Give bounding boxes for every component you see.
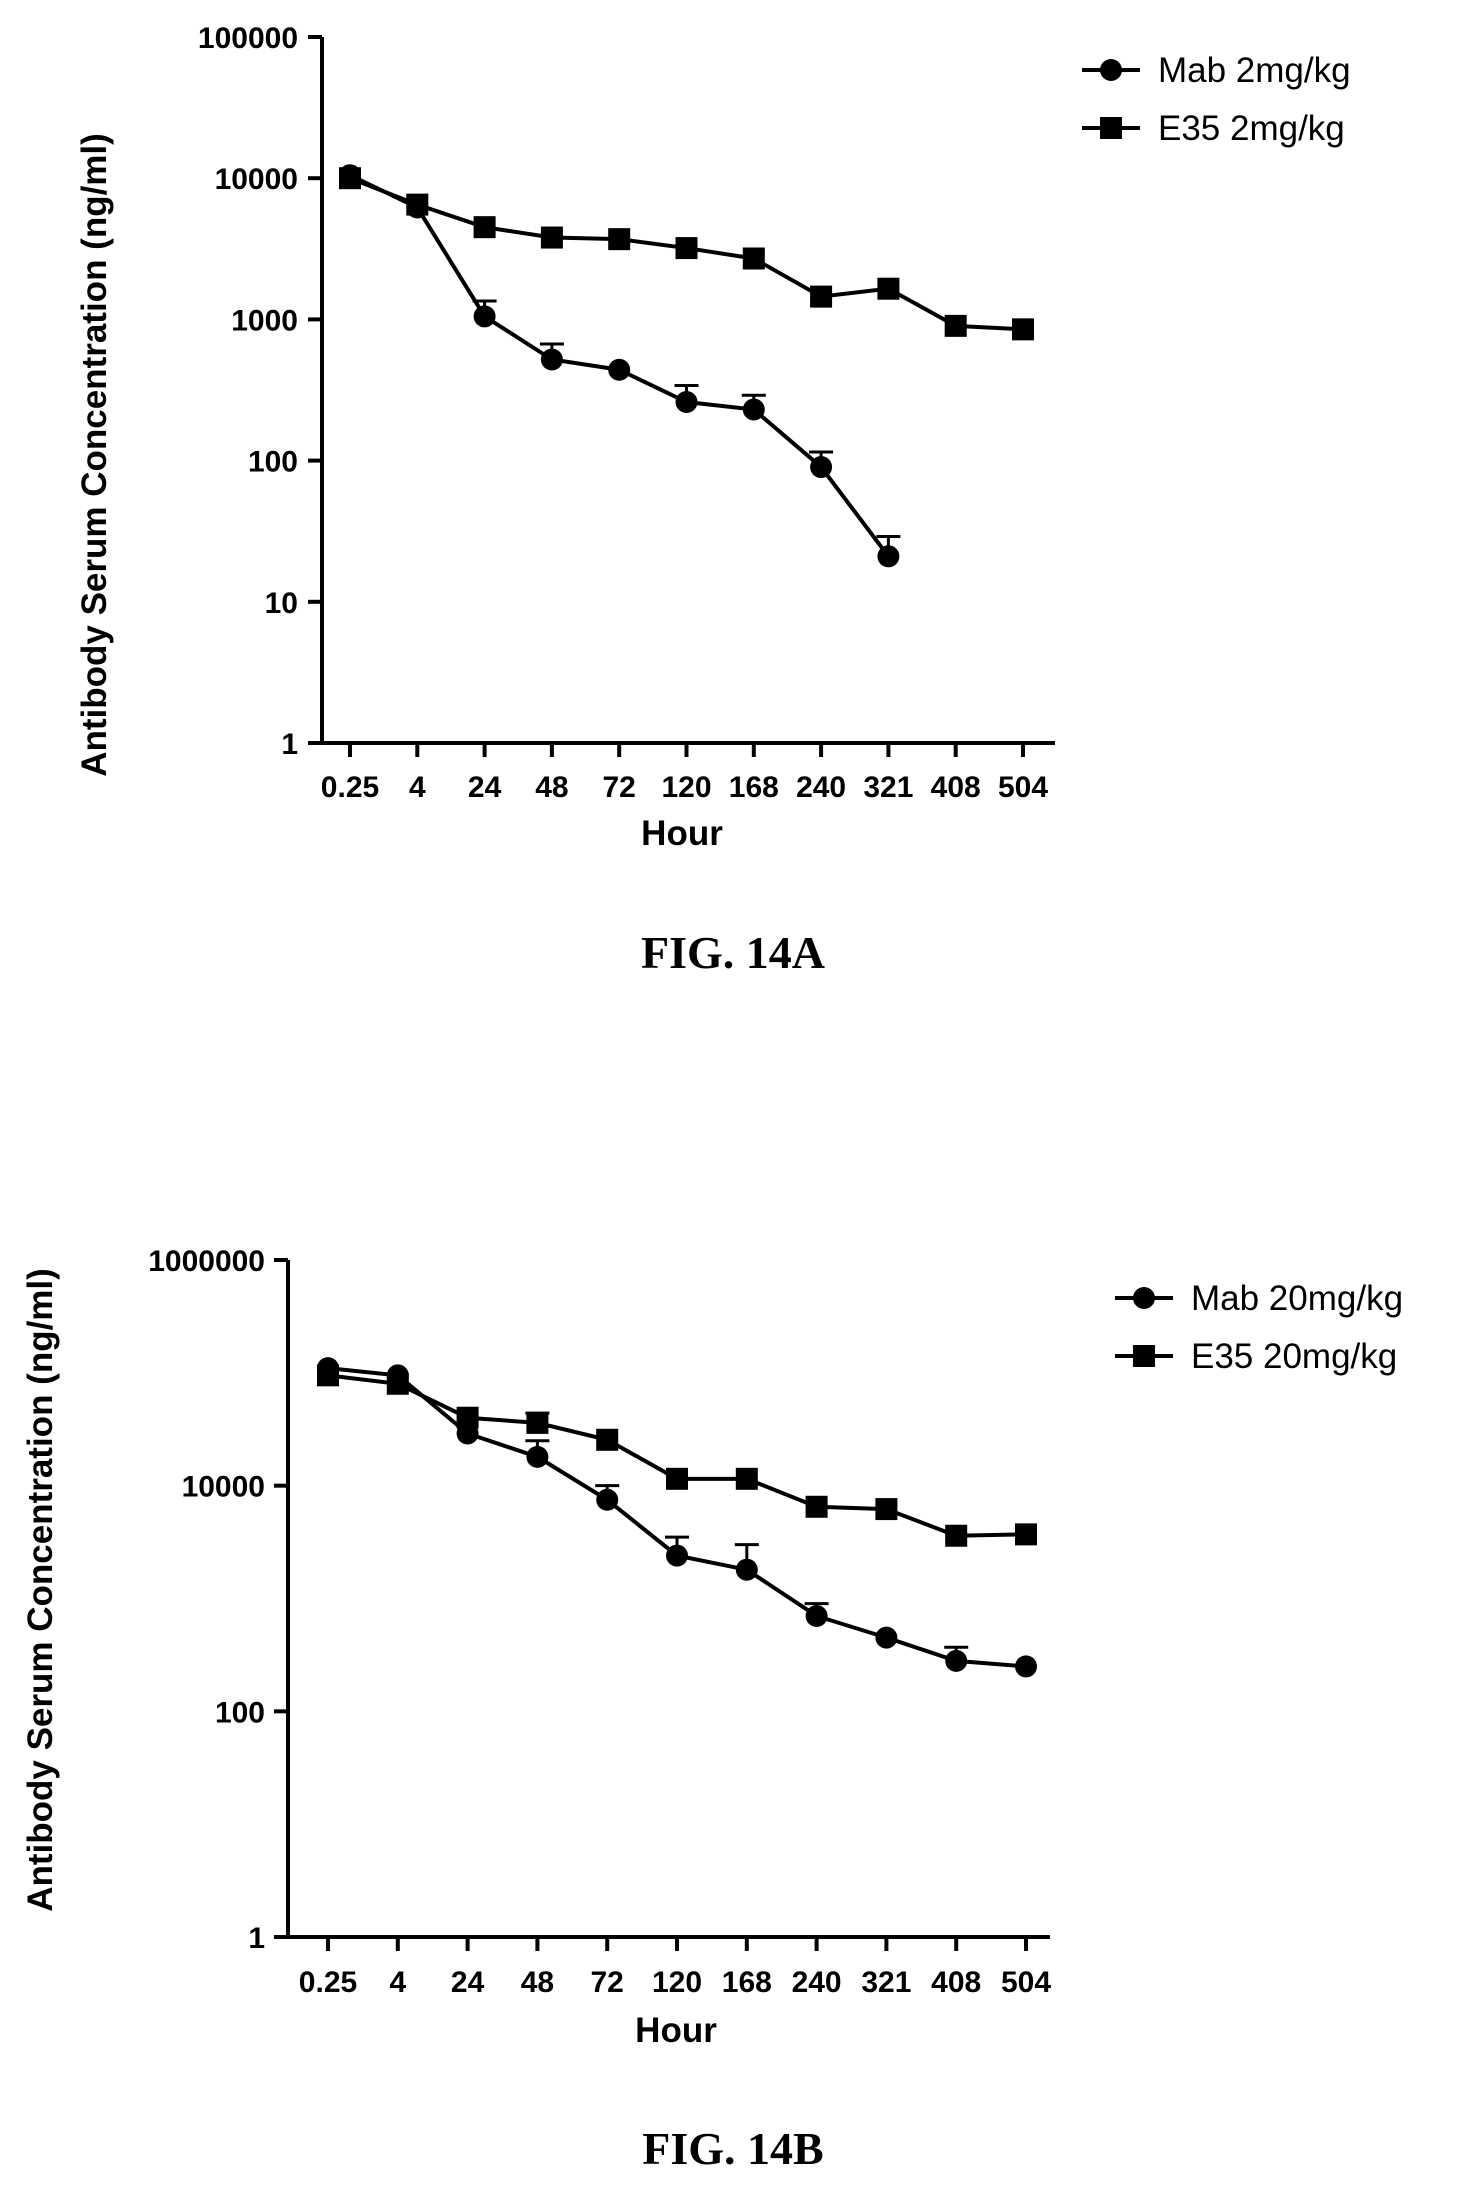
chart-14a-series-1-point bbox=[742, 398, 765, 421]
chart-14b-plot: 1 100 10000 1000000 0.25 4 24 48 72 120 168 240 321 4… bbox=[148, 1245, 1051, 1999]
chart-14b-x-tick-label: 321 bbox=[861, 1966, 911, 1999]
chart-14a-x-tick-label: 168 bbox=[729, 771, 779, 804]
chart-14a-series-1-point bbox=[675, 391, 698, 414]
chart-14b-series-2-point bbox=[805, 1495, 828, 1518]
chart-14a-y-tick-label: 10000 bbox=[215, 163, 298, 196]
chart-14a-series-1-point bbox=[810, 456, 833, 479]
chart-14a-y-tick-label: 1000 bbox=[231, 304, 298, 337]
chart-14b-series-1-point bbox=[1015, 1655, 1037, 1678]
chart-14a-series-2-point bbox=[1012, 318, 1034, 341]
chart-14b-legend-marker bbox=[1133, 1287, 1155, 1309]
chart-14b-series-2-point bbox=[875, 1498, 898, 1521]
chart-14a-caption: FIG. 14A bbox=[641, 927, 825, 978]
chart-14b-series-1-point bbox=[875, 1626, 898, 1649]
chart-14b-x-tick-label: 72 bbox=[591, 1966, 624, 1999]
chart-14b-series-2-point bbox=[1015, 1523, 1037, 1546]
chart-14a-y-tick-label: 100000 bbox=[198, 22, 298, 55]
chart-14b-legend-label: E35 20mg/kg bbox=[1191, 1337, 1397, 1376]
chart-14b-y-tick-label: 10000 bbox=[182, 1471, 265, 1504]
chart-14a-x-tick-label: 120 bbox=[661, 771, 711, 804]
chart-14b-series-2-point bbox=[386, 1372, 409, 1395]
chart-14b-series-1-point bbox=[805, 1604, 828, 1627]
chart-14b-series-2-point bbox=[945, 1524, 968, 1547]
chart-14b-legend-label: Mab 20mg/kg bbox=[1191, 1279, 1403, 1318]
chart-14a-x-tick-label: 504 bbox=[998, 771, 1048, 804]
chart-14a-series-2-point bbox=[810, 285, 833, 308]
chart-14b-x-tick-label: 408 bbox=[931, 1966, 981, 1999]
chart-14b-x-tick-label: 0.25 bbox=[299, 1966, 357, 1999]
chart-14a-legend-label: E35 2mg/kg bbox=[1158, 109, 1345, 148]
chart-14b-series-2-point bbox=[526, 1411, 549, 1434]
chart-14a-series-2-point bbox=[473, 216, 496, 239]
chart-14a-series-1-point bbox=[540, 348, 563, 371]
chart-14b-caption: FIG. 14B bbox=[642, 2123, 823, 2174]
chart-14a-y-tick-label: 1 bbox=[281, 728, 298, 761]
chart-14a-series-2-point bbox=[406, 193, 429, 216]
chart-14a-x-tick-label: 48 bbox=[535, 771, 568, 804]
chart-14b-series-1-point bbox=[945, 1649, 968, 1672]
chart-14b-y-tick-label: 1000000 bbox=[148, 1245, 265, 1278]
chart-14b-series-2-point bbox=[596, 1428, 619, 1451]
chart-14a-x-axis-title: Hour bbox=[641, 814, 723, 853]
chart-14b-y-tick-label: 1 bbox=[248, 1922, 265, 1955]
chart-14a-plot: 1 10 100 1000 10000 100000 0.25 4 24 48 72 120 168 24… bbox=[198, 22, 1055, 804]
chart-14b-x-axis-title: Hour bbox=[635, 2011, 717, 2050]
chart-14b-series-1-point bbox=[526, 1445, 549, 1468]
chart-14a-series-2-point bbox=[339, 167, 361, 190]
chart-14a-legend-marker bbox=[1100, 59, 1122, 81]
chart-14b-series-1-point bbox=[735, 1558, 758, 1581]
chart-14a-series-2-point bbox=[540, 226, 563, 249]
chart-14b-series-2-point bbox=[735, 1467, 758, 1490]
chart-14a-y-axis-title: Antibody Serum Concentration (ng/ml) bbox=[75, 133, 114, 777]
chart-14b-legend: Mab 20mg/kg E35 20mg/kg bbox=[1115, 1279, 1403, 1376]
chart-14b-series-2-point bbox=[456, 1406, 479, 1429]
chart-14a-legend: Mab 2mg/kg E35 2mg/kg bbox=[1082, 51, 1351, 148]
chart-14a-legend-label: Mab 2mg/kg bbox=[1158, 51, 1351, 90]
chart-14a-series-1-point bbox=[877, 545, 900, 568]
chart-14b-x-tick-label: 48 bbox=[521, 1966, 554, 1999]
chart-14a-y-tick-label: 100 bbox=[248, 446, 298, 479]
chart-14a-series-2-point bbox=[944, 314, 967, 337]
chart-14a-series-1-point bbox=[608, 358, 631, 381]
chart-14a-x-tick-label: 24 bbox=[468, 771, 502, 804]
chart-14b-series-1-point bbox=[666, 1544, 688, 1567]
chart-14a-x-tick-label: 408 bbox=[931, 771, 981, 804]
chart-14a-x-tick-label: 321 bbox=[863, 771, 913, 804]
chart-14b-legend-marker bbox=[1133, 1345, 1155, 1367]
chart-14b-series-2-point bbox=[317, 1364, 339, 1387]
chart-14a-series-2-point bbox=[877, 277, 900, 300]
chart-14b-x-tick-label: 240 bbox=[792, 1966, 842, 1999]
chart-14b-y-axis-title: Antibody Serum Concentration (ng/ml) bbox=[21, 1268, 60, 1912]
chart-14a: 1 10 100 1000 10000 100000 0.25 4 24 48 72 120 168 24… bbox=[75, 22, 1351, 978]
chart-14b: 1 100 10000 1000000 0.25 4 24 48 72 120 168 240 321 4… bbox=[21, 1245, 1403, 2174]
chart-14a-series-1-point bbox=[473, 305, 496, 328]
chart-14a-series-2-point bbox=[675, 237, 698, 260]
chart-14a-x-tick-label: 240 bbox=[796, 771, 846, 804]
chart-14b-x-tick-label: 120 bbox=[652, 1966, 702, 1999]
chart-14a-x-tick-label: 4 bbox=[409, 771, 426, 804]
chart-14b-series-1-point bbox=[596, 1488, 619, 1511]
chart-14b-x-tick-label: 4 bbox=[389, 1966, 406, 1999]
chart-14a-x-tick-label: 72 bbox=[603, 771, 636, 804]
chart-14b-y-tick-label: 100 bbox=[215, 1696, 265, 1729]
chart-14b-x-tick-label: 504 bbox=[1001, 1966, 1051, 1999]
chart-14b-x-tick-label: 24 bbox=[451, 1966, 485, 1999]
chart-14a-series-2-point bbox=[742, 247, 765, 270]
chart-14a-legend-marker bbox=[1100, 117, 1122, 139]
chart-14a-series-2-point bbox=[608, 228, 631, 251]
chart-14a-y-tick-label: 10 bbox=[265, 587, 298, 620]
chart-14b-series-2-point bbox=[666, 1467, 688, 1490]
chart-14a-x-tick-label: 0.25 bbox=[321, 771, 379, 804]
chart-14b-x-tick-label: 168 bbox=[722, 1966, 772, 1999]
